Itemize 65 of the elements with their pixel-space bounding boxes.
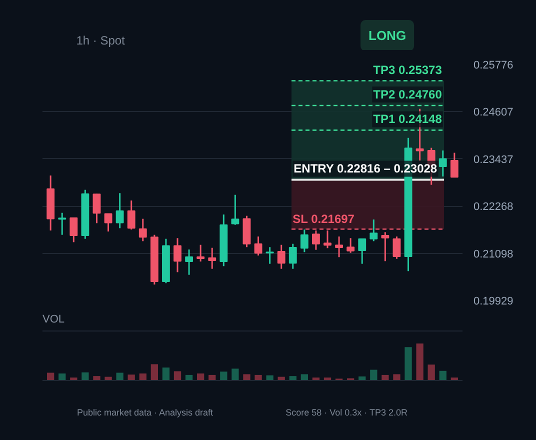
ref-line-label: SL 0.21697 <box>292 212 355 226</box>
bar <box>47 372 54 380</box>
bar <box>439 370 446 380</box>
bar <box>93 376 100 380</box>
candlestick <box>70 217 78 243</box>
candlestick <box>185 248 193 276</box>
bar <box>416 343 424 380</box>
text: Public market data · Analysis draft <box>76 408 214 418</box>
candlestick <box>208 247 216 270</box>
bar <box>58 373 66 380</box>
ref-line-label: ENTRY 0.22816 – 0.23028 <box>294 162 438 176</box>
candlestick <box>92 193 101 224</box>
y-tick-label: 0.24607 <box>474 106 514 119</box>
candlestick <box>370 218 378 242</box>
bar <box>300 374 308 380</box>
bar <box>220 372 228 380</box>
y-tick-label: 0.23437 <box>474 154 514 166</box>
ref-line-label: TP3 0.25373 <box>373 62 442 77</box>
chart-title: VOL <box>42 314 65 326</box>
candlestick <box>104 212 112 232</box>
candlestick <box>58 212 66 236</box>
candlestick <box>381 231 390 262</box>
y-tick-label: 0.21098 <box>474 248 514 260</box>
y-tick-label: 0.25776 <box>474 60 514 72</box>
bar <box>139 373 146 380</box>
bar <box>243 374 250 380</box>
bar <box>254 374 262 380</box>
bar <box>393 374 400 380</box>
candlestick <box>277 244 286 270</box>
text: Score 58 · Vol 0.3x · TP3 2.0R <box>286 408 408 418</box>
bar <box>150 364 158 380</box>
bar <box>162 368 170 380</box>
chart-subtitle: 1h · Spot <box>76 34 126 48</box>
bar <box>382 374 389 380</box>
candlestick <box>231 194 240 226</box>
bar <box>370 370 378 380</box>
bar <box>82 372 89 380</box>
candlestick <box>127 200 136 230</box>
candlestick <box>358 238 366 265</box>
bar <box>116 372 124 380</box>
bar <box>266 375 274 380</box>
y-tick-label: 0.22268 <box>474 201 514 214</box>
y-tick-label: 0.19929 <box>474 296 514 308</box>
candlestick <box>174 237 182 273</box>
candlestick <box>288 243 297 270</box>
bar <box>232 368 239 380</box>
candlestick <box>300 228 308 253</box>
ref-line-label: TP1 0.24148 <box>373 112 442 126</box>
bar <box>428 364 435 380</box>
candlestick <box>438 150 447 178</box>
candlestick <box>392 236 401 260</box>
candlestick <box>254 236 262 256</box>
candlestick <box>346 237 355 254</box>
candlestick <box>335 236 343 258</box>
text: LONG <box>368 28 406 43</box>
candlestick <box>266 246 274 265</box>
bar <box>197 373 204 380</box>
bar <box>174 371 182 380</box>
candlestick <box>196 244 205 262</box>
ref-line-label: TP2 0.24760 <box>373 88 442 102</box>
candlestick <box>116 192 124 229</box>
candlestick <box>450 152 458 178</box>
bar <box>404 347 412 380</box>
candlestick <box>138 218 147 242</box>
bar <box>128 374 135 380</box>
